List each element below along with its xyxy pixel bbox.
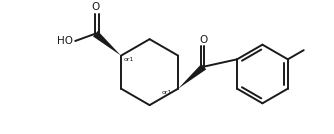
Polygon shape <box>93 31 121 56</box>
Text: O: O <box>91 2 100 12</box>
Text: or1: or1 <box>124 57 134 62</box>
Polygon shape <box>178 64 206 89</box>
Text: O: O <box>200 35 208 45</box>
Text: or1: or1 <box>162 90 172 95</box>
Text: HO: HO <box>57 36 73 46</box>
